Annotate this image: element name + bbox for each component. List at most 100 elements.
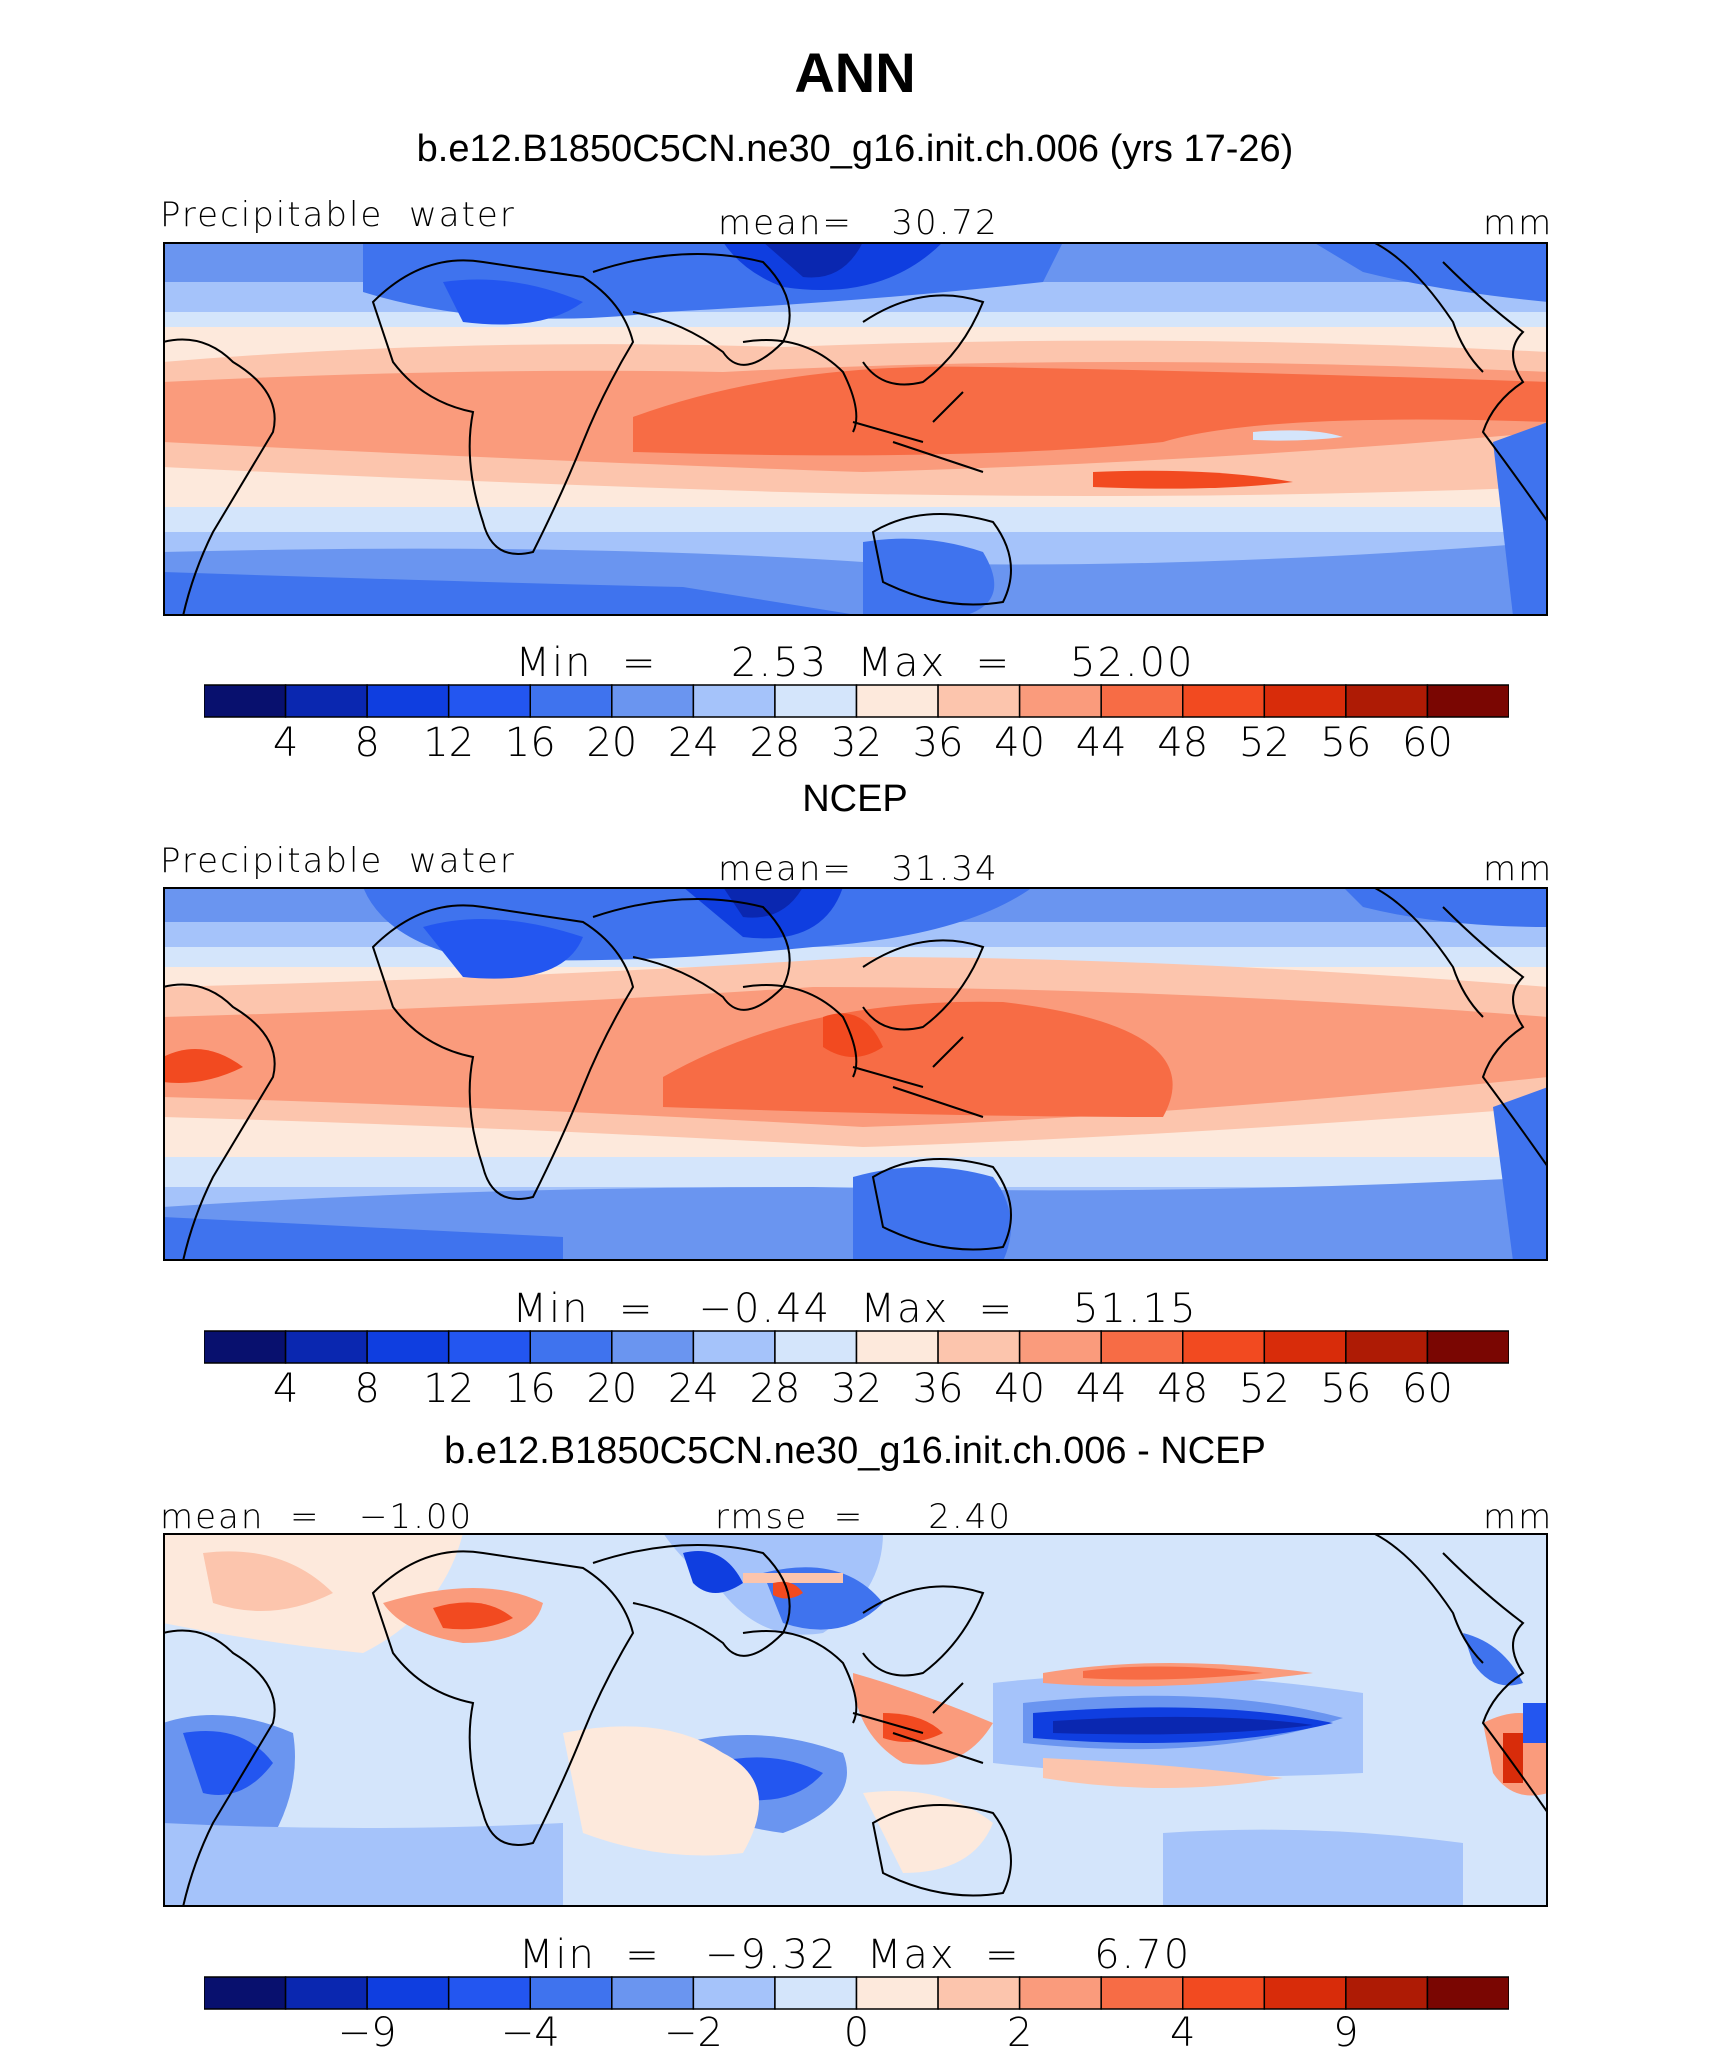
panel-2-tick-label: 60 xyxy=(1401,1366,1453,1412)
panel-1-subtitle: b.e12.B1850C5CN.ne30_g16.init.ch.006 (yr… xyxy=(416,128,1294,170)
panel-3-tick-label: 2 xyxy=(1006,2010,1033,2056)
panel-3-colorbar-box xyxy=(611,1976,695,2010)
panel-3-tick-label: −9 xyxy=(337,2010,397,2056)
panel-3-colorbar-box xyxy=(937,1976,1021,2010)
panel-1-mean-label: mean= 30.72 xyxy=(718,203,999,243)
panel-2-tick-label: 40 xyxy=(994,1366,1046,1412)
panel-2-tick-label: 44 xyxy=(1075,1366,1127,1412)
panel-2-colorbar-box xyxy=(366,1330,450,1364)
panel-1-colorbar-box xyxy=(529,684,613,718)
panel-2-colorbar-box xyxy=(774,1330,858,1364)
panel-2-tick-label: 48 xyxy=(1157,1366,1209,1412)
panel-2-tick-label: 36 xyxy=(912,1366,964,1412)
panel-1-colorbar xyxy=(204,684,1509,718)
panel-3-tick-label: 0 xyxy=(843,2010,870,2056)
panel-1-colorbar-box xyxy=(1100,684,1184,718)
panel-1-tick-label: 52 xyxy=(1238,720,1290,766)
panel-3-colorbar-box xyxy=(1018,1976,1102,2010)
panel-2-colorbar-box xyxy=(611,1330,695,1364)
panel-3-tick-label: −2 xyxy=(663,2010,723,2056)
panel-3-map xyxy=(163,1533,1548,1907)
panel-2-variable-label: Precipitable water xyxy=(160,841,516,881)
panel-1-tick-label: 56 xyxy=(1320,720,1372,766)
panel-1-colorbar-box xyxy=(937,684,1021,718)
panel-3-colorbar-box xyxy=(529,1976,613,2010)
panel-3-colorbar-box xyxy=(1182,1976,1266,2010)
panel-3-colorbar-ticks: −9 −4 −2 0 2 4 9 xyxy=(0,2010,1710,2060)
panel-2-colorbar-box xyxy=(692,1330,776,1364)
panel-1-colorbar-box xyxy=(1426,684,1509,718)
panel-3-tick-label: 9 xyxy=(1333,2010,1359,2056)
panel-1-tick-label: 12 xyxy=(423,720,475,766)
panel-3-colorbar-box xyxy=(1426,1976,1509,2010)
panel-1-tick-label: 48 xyxy=(1157,720,1209,766)
panel-2-map xyxy=(163,887,1548,1261)
panel-1-tick-label: 4 xyxy=(272,720,299,766)
panel-2-tick-label: 56 xyxy=(1320,1366,1372,1412)
panel-1-colorbar-box xyxy=(204,684,287,718)
panel-3-mean-label: mean = −1.00 xyxy=(160,1497,474,1537)
panel-1-colorbar-box xyxy=(366,684,450,718)
panel-2-tick-label: 24 xyxy=(667,1366,719,1412)
panel-1-colorbar-box xyxy=(1018,684,1102,718)
panel-2-colorbar-box xyxy=(204,1330,287,1364)
panel-2-tick-label: 4 xyxy=(272,1366,299,1412)
panel-2-colorbar-box xyxy=(1100,1330,1184,1364)
panel-3-colorbar-box xyxy=(204,1976,287,2010)
panel-2-tick-label: 32 xyxy=(831,1366,882,1412)
panel-1-variable-label: Precipitable water xyxy=(160,195,516,235)
panel-2-colorbar-box xyxy=(1182,1330,1266,1364)
panel-1-tick-label: 24 xyxy=(667,720,719,766)
panel-1-colorbar-box xyxy=(1263,684,1347,718)
panel-3-subtitle: b.e12.B1850C5CN.ne30_g16.init.ch.006 - N… xyxy=(444,1430,1266,1472)
panel-2-colorbar-box xyxy=(1345,1330,1429,1364)
panel-2-tick-label: 28 xyxy=(749,1366,801,1412)
panel-2-colorbar-box xyxy=(1018,1330,1102,1364)
panel-2-mean-label: mean= 31.34 xyxy=(718,849,999,889)
panel-3-colorbar-box xyxy=(855,1976,939,2010)
panel-3-colorbar-box xyxy=(1345,1976,1429,2010)
panel-1-tick-label: 16 xyxy=(504,720,556,766)
panel-2-tick-label: 8 xyxy=(354,1366,380,1412)
panel-3-tick-label: 4 xyxy=(1170,2010,1196,2056)
panel-2-colorbar-box xyxy=(284,1330,368,1364)
panel-2-colorbar-box xyxy=(937,1330,1021,1364)
panel-2-colorbar-box xyxy=(447,1330,531,1364)
panel-1-colorbar-box xyxy=(1182,684,1266,718)
panel-1-colorbar-box xyxy=(774,684,858,718)
panel-1-colorbar-box xyxy=(1345,684,1429,718)
panel-1-tick-label: 8 xyxy=(354,720,380,766)
panel-1-colorbar-box xyxy=(447,684,531,718)
figure-title: ANN xyxy=(794,41,916,104)
panel-1-tick-label: 28 xyxy=(749,720,801,766)
panel-3-colorbar-box xyxy=(774,1976,858,2010)
panel-3-rmse-label: rmse = 2.40 xyxy=(715,1497,1012,1537)
panel-2-minmax: Min = −0.44 Max = 51.15 xyxy=(512,1286,1198,1332)
panel-2-tick-label: 20 xyxy=(586,1366,638,1412)
panel-1-colorbar-ticks: 4 8 12 16 20 24 28 32 36 40 44 48 52 56 60 xyxy=(0,720,1710,770)
panel-2-colorbar-box xyxy=(855,1330,939,1364)
panel-1-colorbar-box xyxy=(284,684,368,718)
panel-2-tick-label: 16 xyxy=(504,1366,556,1412)
panel-3-colorbar-box xyxy=(1100,1976,1184,2010)
panel-3-tick-label: −4 xyxy=(500,2010,560,2056)
panel-1-tick-label: 36 xyxy=(912,720,964,766)
panel-1-unit-label: mm xyxy=(1483,203,1554,243)
panel-1-map xyxy=(163,242,1548,616)
panel-1-colorbar-box xyxy=(611,684,695,718)
panel-2-tick-label: 52 xyxy=(1238,1366,1290,1412)
panel-1-colorbar-box xyxy=(692,684,776,718)
panel-1-tick-label: 20 xyxy=(586,720,638,766)
panel-2-colorbar-box xyxy=(1426,1330,1509,1364)
panel-2-tick-label: 12 xyxy=(423,1366,475,1412)
panel-2-colorbar-box xyxy=(529,1330,613,1364)
panel-3-colorbar-box xyxy=(692,1976,776,2010)
panel-1-tick-label: 60 xyxy=(1401,720,1453,766)
panel-1-tick-label: 32 xyxy=(831,720,882,766)
panel-2-colorbar xyxy=(204,1330,1509,1364)
panel-2-subtitle: NCEP xyxy=(802,778,908,820)
panel-1-minmax: Min = 2.53 Max = 52.00 xyxy=(515,640,1195,686)
panel-3-colorbar xyxy=(204,1976,1509,2010)
panel-1-colorbar-box xyxy=(855,684,939,718)
panel-3-minmax: Min = −9.32 Max = 6.70 xyxy=(518,1932,1192,1978)
